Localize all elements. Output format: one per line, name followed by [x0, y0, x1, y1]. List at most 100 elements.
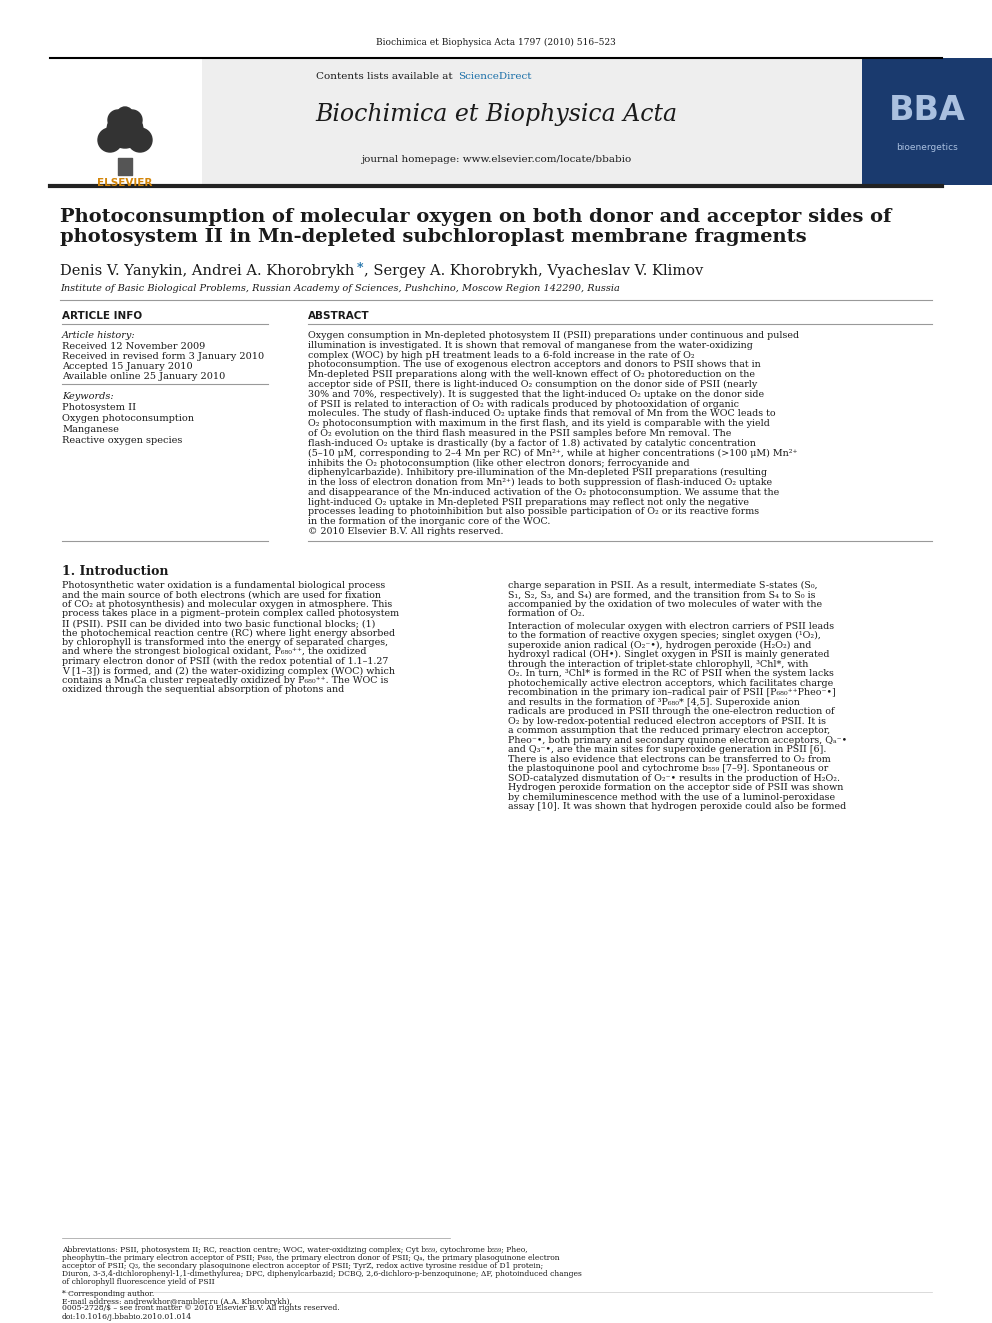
- Text: to the formation of reactive oxygen species; singlet oxygen (¹O₂),: to the formation of reactive oxygen spec…: [508, 631, 820, 640]
- Text: diphenylcarbazide). Inhibitory pre-illumination of the Mn-depleted PSII preparat: diphenylcarbazide). Inhibitory pre-illum…: [308, 468, 767, 478]
- Text: and the main source of both electrons (which are used for fixation: and the main source of both electrons (w…: [62, 590, 381, 599]
- Text: flash-induced O₂ uptake is drastically (by a factor of 1.8) activated by catalyt: flash-induced O₂ uptake is drastically (…: [308, 439, 756, 448]
- Text: superoxide anion radical (O₂⁻•), hydrogen peroxide (H₂O₂) and: superoxide anion radical (O₂⁻•), hydroge…: [508, 640, 811, 650]
- Text: journal homepage: www.elsevier.com/locate/bbabio: journal homepage: www.elsevier.com/locat…: [361, 155, 631, 164]
- Text: O₂ photoconsumption with maximum in the first flash, and its yield is comparable: O₂ photoconsumption with maximum in the …: [308, 419, 770, 429]
- Text: Pheo⁻•, both primary and secondary quinone electron acceptors, Qₐ⁻•: Pheo⁻•, both primary and secondary quino…: [508, 736, 847, 745]
- Text: and Q₃⁻•, are the main sites for superoxide generation in PSII [6].: and Q₃⁻•, are the main sites for superox…: [508, 745, 826, 754]
- Text: Biochimica et Biophysica Acta 1797 (2010) 516–523: Biochimica et Biophysica Acta 1797 (2010…: [376, 38, 616, 48]
- Text: of CO₂ at photosynthesis) and molecular oxygen in atmosphere. This: of CO₂ at photosynthesis) and molecular …: [62, 601, 392, 609]
- Text: ELSEVIER: ELSEVIER: [97, 179, 153, 188]
- Text: photoconsumption. The use of exogenous electron acceptors and donors to PSII sho: photoconsumption. The use of exogenous e…: [308, 360, 761, 369]
- Text: a common assumption that the reduced primary electron acceptor,: a common assumption that the reduced pri…: [508, 726, 830, 736]
- Text: Reactive oxygen species: Reactive oxygen species: [62, 437, 183, 445]
- Text: illumination is investigated. It is shown that removal of manganese from the wat: illumination is investigated. It is show…: [308, 341, 753, 349]
- Text: accompanied by the oxidation of two molecules of water with the: accompanied by the oxidation of two mole…: [508, 601, 822, 609]
- Text: formation of O₂.: formation of O₂.: [508, 610, 584, 618]
- Text: 30% and 70%, respectively). It is suggested that the light-induced O₂ uptake on : 30% and 70%, respectively). It is sugges…: [308, 390, 764, 400]
- Text: and where the strongest biological oxidant, P₆₈₀⁺⁺, the oxidized: and where the strongest biological oxida…: [62, 647, 366, 656]
- Text: 0005-2728/$ – see front matter © 2010 Elsevier B.V. All rights reserved.: 0005-2728/$ – see front matter © 2010 El…: [62, 1304, 339, 1312]
- FancyBboxPatch shape: [50, 58, 942, 185]
- Text: by chemiluminescence method with the use of a luminol-peroxidase: by chemiluminescence method with the use…: [508, 792, 835, 802]
- Circle shape: [108, 110, 128, 130]
- Text: inhibits the O₂ photoconsumption (like other electron donors; ferrocyanide and: inhibits the O₂ photoconsumption (like o…: [308, 458, 689, 467]
- Text: Accepted 15 January 2010: Accepted 15 January 2010: [62, 363, 192, 370]
- FancyBboxPatch shape: [50, 58, 202, 185]
- Text: in the formation of the inorganic core of the WOC.: in the formation of the inorganic core o…: [308, 517, 551, 527]
- Text: Institute of Basic Biological Problems, Russian Academy of Sciences, Pushchino, : Institute of Basic Biological Problems, …: [60, 284, 620, 292]
- Circle shape: [122, 110, 142, 130]
- Text: Interaction of molecular oxygen with electron carriers of PSII leads: Interaction of molecular oxygen with ele…: [508, 622, 834, 631]
- Text: light-induced O₂ uptake in Mn-depleted PSII preparations may reflect not only th: light-induced O₂ uptake in Mn-depleted P…: [308, 497, 749, 507]
- Circle shape: [117, 107, 133, 123]
- Text: oxidized through the sequential absorption of photons and: oxidized through the sequential absorpti…: [62, 685, 344, 695]
- Text: recombination in the primary ion–radical pair of PSII [P₆₈₀⁺⁺Pheo⁻•]: recombination in the primary ion–radical…: [508, 688, 835, 697]
- Text: photochemically active electron acceptors, which facilitates charge: photochemically active electron acceptor…: [508, 679, 833, 688]
- Text: (5–10 μM, corresponding to 2–4 Mn per RC) of Mn²⁺, while at higher concentration: (5–10 μM, corresponding to 2–4 Mn per RC…: [308, 448, 798, 458]
- Text: *: *: [357, 262, 363, 275]
- Text: Photosystem II: Photosystem II: [62, 404, 136, 411]
- Text: V [1–3]) is formed, and (2) the water-oxidizing complex (WOC) which: V [1–3]) is formed, and (2) the water-ox…: [62, 667, 395, 676]
- Text: Received in revised form 3 January 2010: Received in revised form 3 January 2010: [62, 352, 264, 361]
- Text: Article history:: Article history:: [62, 331, 136, 340]
- Text: in the loss of electron donation from Mn²⁺) leads to both suppression of flash-i: in the loss of electron donation from Mn…: [308, 478, 772, 487]
- Text: bioenergetics: bioenergetics: [896, 143, 958, 152]
- Text: assay [10]. It was shown that hydrogen peroxide could also be formed: assay [10]. It was shown that hydrogen p…: [508, 802, 846, 811]
- Text: Hydrogen peroxide formation on the acceptor side of PSII was shown: Hydrogen peroxide formation on the accep…: [508, 783, 843, 792]
- Circle shape: [107, 112, 143, 148]
- Text: hydroxyl radical (OH•). Singlet oxygen in PSII is mainly generated: hydroxyl radical (OH•). Singlet oxygen i…: [508, 651, 829, 659]
- Text: processes leading to photoinhibition but also possible participation of O₂ or it: processes leading to photoinhibition but…: [308, 508, 759, 516]
- Text: Diuron, 3-3,4-dichlorophenyl-1,1-dimethylurea; DPC, diphenylcarbazid; DCBQ, 2,6-: Diuron, 3-3,4-dichlorophenyl-1,1-dimethy…: [62, 1270, 582, 1278]
- Text: molecules. The study of flash-induced O₂ uptake finds that removal of Mn from th: molecules. The study of flash-induced O₂…: [308, 409, 776, 418]
- Text: Photosynthetic water oxidation is a fundamental biological process: Photosynthetic water oxidation is a fund…: [62, 581, 385, 590]
- Text: ARTICLE INFO: ARTICLE INFO: [62, 311, 142, 321]
- Text: Photoconsumption of molecular oxygen on both donor and acceptor sides of: Photoconsumption of molecular oxygen on …: [60, 208, 892, 226]
- Text: Manganese: Manganese: [62, 425, 119, 434]
- Text: Abbreviations: PSII, photosystem II; RC, reaction centre; WOC, water-oxidizing c: Abbreviations: PSII, photosystem II; RC,…: [62, 1246, 528, 1254]
- Text: SOD-catalyzed dismutation of O₂⁻• results in the production of H₂O₂.: SOD-catalyzed dismutation of O₂⁻• result…: [508, 774, 840, 783]
- Text: * Corresponding author.: * Corresponding author.: [62, 1290, 154, 1298]
- Text: the photochemical reaction centre (RC) where light energy absorbed: the photochemical reaction centre (RC) w…: [62, 628, 395, 638]
- Text: ABSTRACT: ABSTRACT: [308, 311, 370, 321]
- Text: pheophytin–the primary electron acceptor of PSII; P₆₈₀, the primary electron don: pheophytin–the primary electron acceptor…: [62, 1254, 559, 1262]
- Text: acceptor side of PSII, there is light-induced O₂ consumption on the donor side o: acceptor side of PSII, there is light-in…: [308, 380, 757, 389]
- Text: by chlorophyll is transformed into the energy of separated charges,: by chlorophyll is transformed into the e…: [62, 638, 388, 647]
- Text: charge separation in PSII. As a result, intermediate S-states (S₀,: charge separation in PSII. As a result, …: [508, 581, 817, 590]
- Text: contains a Mn₄Ca cluster repeatedly oxidized by P₆₈₀⁺⁺. The WOC is: contains a Mn₄Ca cluster repeatedly oxid…: [62, 676, 389, 685]
- Text: 1. Introduction: 1. Introduction: [62, 565, 169, 578]
- Text: ScienceDirect: ScienceDirect: [458, 71, 532, 81]
- Text: , Sergey A. Khorobrykh, Vyacheslav V. Klimov: , Sergey A. Khorobrykh, Vyacheslav V. Kl…: [364, 265, 703, 278]
- Text: and results in the formation of ³P₆₈₀* [4,5]. Superoxide anion: and results in the formation of ³P₆₈₀* […: [508, 697, 800, 706]
- Text: of PSII is related to interaction of O₂ with radicals produced by photooxidation: of PSII is related to interaction of O₂ …: [308, 400, 739, 409]
- Text: There is also evidence that electrons can be transferred to O₂ from: There is also evidence that electrons ca…: [508, 755, 830, 763]
- Text: Keywords:: Keywords:: [62, 392, 114, 401]
- Text: Oxygen consumption in Mn-depleted photosystem II (PSII) preparations under conti: Oxygen consumption in Mn-depleted photos…: [308, 331, 800, 340]
- Text: of O₂ evolution on the third flash measured in the PSII samples before Mn remova: of O₂ evolution on the third flash measu…: [308, 429, 731, 438]
- Text: through the interaction of triplet-state chlorophyll, ³Chl*, with: through the interaction of triplet-state…: [508, 660, 808, 669]
- Text: Contents lists available at: Contents lists available at: [316, 71, 456, 81]
- Text: primary electron donor of PSII (with the redox potential of 1.1–1.27: primary electron donor of PSII (with the…: [62, 658, 389, 665]
- Text: O₂ by low-redox-potential reduced electron acceptors of PSII. It is: O₂ by low-redox-potential reduced electr…: [508, 717, 826, 726]
- Text: II (PSII). PSII can be divided into two basic functional blocks; (1): II (PSII). PSII can be divided into two …: [62, 619, 375, 628]
- Text: acceptor of PSII; Q₃, the secondary plasoquinone electron acceptor of PSII; TyrZ: acceptor of PSII; Q₃, the secondary plas…: [62, 1262, 544, 1270]
- Text: S₁, S₂, S₃, and S₄) are formed, and the transition from S₄ to S₀ is: S₁, S₂, S₃, and S₄) are formed, and the …: [508, 590, 815, 599]
- Text: Received 12 November 2009: Received 12 November 2009: [62, 343, 205, 351]
- Text: Denis V. Yanykin, Andrei A. Khorobrykh: Denis V. Yanykin, Andrei A. Khorobrykh: [60, 265, 359, 278]
- Text: doi:10.1016/j.bbabio.2010.01.014: doi:10.1016/j.bbabio.2010.01.014: [62, 1312, 192, 1320]
- Text: and disappearance of the Mn-induced activation of the O₂ photoconsumption. We as: and disappearance of the Mn-induced acti…: [308, 488, 780, 497]
- Text: radicals are produced in PSII through the one-electron reduction of: radicals are produced in PSII through th…: [508, 708, 834, 716]
- Text: © 2010 Elsevier B.V. All rights reserved.: © 2010 Elsevier B.V. All rights reserved…: [308, 527, 504, 536]
- Circle shape: [128, 128, 152, 152]
- Text: Available online 25 January 2010: Available online 25 January 2010: [62, 372, 225, 381]
- Text: Oxygen photoconsumption: Oxygen photoconsumption: [62, 414, 194, 423]
- Text: BBA: BBA: [889, 94, 965, 127]
- FancyBboxPatch shape: [862, 58, 992, 185]
- Text: the plastoquinone pool and cytochrome b₅₅₉ [7–9]. Spontaneous or: the plastoquinone pool and cytochrome b₅…: [508, 765, 828, 774]
- Text: of chlorophyll fluorescence yield of PSII: of chlorophyll fluorescence yield of PSI…: [62, 1278, 214, 1286]
- Text: O₂. In turn, ³Chl* is formed in the RC of PSII when the system lacks: O₂. In turn, ³Chl* is formed in the RC o…: [508, 669, 834, 679]
- Text: Mn-depleted PSII preparations along with the well-known effect of O₂ photoreduct: Mn-depleted PSII preparations along with…: [308, 370, 755, 380]
- Text: Biochimica et Biophysica Acta: Biochimica et Biophysica Acta: [314, 103, 678, 126]
- Text: process takes place in a pigment–protein complex called photosystem: process takes place in a pigment–protein…: [62, 610, 399, 618]
- Text: complex (WOC) by high pH treatment leads to a 6-fold increase in the rate of O₂: complex (WOC) by high pH treatment leads…: [308, 351, 694, 360]
- Circle shape: [98, 128, 122, 152]
